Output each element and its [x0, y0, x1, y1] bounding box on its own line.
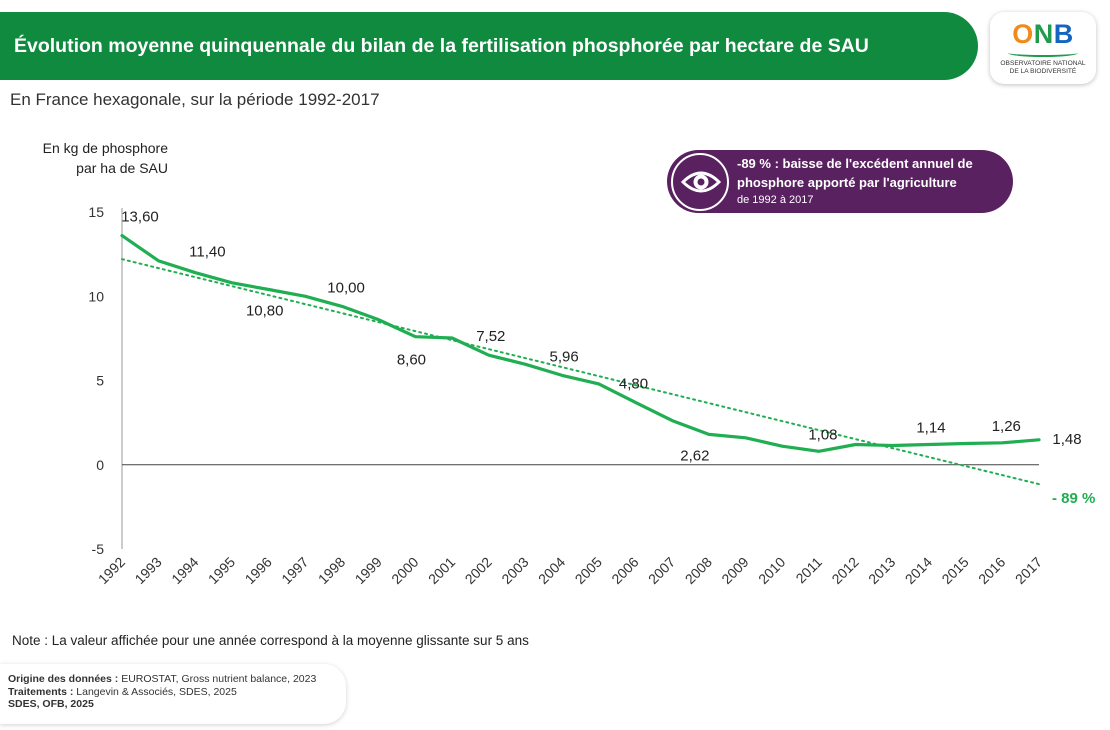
data-point: [524, 363, 527, 366]
data-point: [671, 419, 674, 422]
data-point: [597, 382, 600, 385]
data-label: 1,26: [992, 418, 1021, 435]
data-point: [964, 442, 967, 445]
data-point: [487, 354, 490, 357]
data-label: 11,40: [189, 244, 225, 261]
x-tick-label: 2011: [792, 554, 825, 587]
data-label: 1,48: [1052, 431, 1081, 448]
data-point: [817, 450, 820, 453]
callout-line-2: phosphore apporté par l'agriculture: [737, 175, 957, 190]
trend-line: [121, 258, 1040, 486]
data-label: 5,96: [550, 348, 579, 365]
x-tick-label: 2007: [645, 554, 678, 587]
logo-subtitle: OBSERVATOIRE NATIONAL DE LA BIODIVERSITÉ: [1000, 60, 1086, 75]
x-tick-label: 2001: [425, 554, 458, 587]
x-tick-label: 1996: [241, 554, 274, 587]
x-tick-label: 2006: [608, 554, 641, 587]
origin-label: Origine des données :: [8, 673, 119, 685]
data-point: [781, 445, 784, 448]
logo-swoosh: [1008, 49, 1078, 57]
data-label: 7,52: [476, 328, 505, 345]
data-label: 1,08: [808, 426, 837, 443]
x-tick-label: 2012: [828, 554, 861, 587]
x-tick-label: 1992: [95, 554, 128, 587]
series-line: [120, 234, 1041, 453]
data-point: [414, 335, 417, 338]
x-tick-label: 2003: [498, 554, 531, 587]
data-label: 10,00: [327, 279, 365, 296]
sources-box: Origine des données : EUROSTAT, Gross nu…: [0, 664, 346, 724]
x-tick-label: 2002: [462, 554, 495, 587]
y-tick-label: -5: [92, 541, 105, 557]
title-banner: Évolution moyenne quinquennale du bilan …: [0, 12, 978, 80]
y-axis-label: En kg de phosphore par ha de SAU: [42, 140, 168, 176]
x-tick-label: 1994: [168, 554, 201, 587]
x-tick-label: 2010: [755, 554, 788, 587]
eye-icon-badge: [671, 153, 729, 211]
data-point: [267, 288, 270, 291]
data-point: [194, 271, 197, 274]
y-tick-label: 0: [96, 457, 104, 473]
chart-title: Évolution moyenne quinquennale du bilan …: [14, 34, 869, 57]
y-tick-label: 15: [88, 204, 104, 220]
x-tick-label: 2014: [902, 554, 935, 587]
data-point: [121, 234, 124, 237]
y-tick-label: 5: [96, 373, 104, 389]
x-tick-label: 1998: [315, 554, 348, 587]
onb-logo: ONB OBSERVATOIRE NATIONAL DE LA BIODIVER…: [990, 12, 1096, 84]
processing-value: Langevin & Associés, SDES, 2025: [76, 685, 237, 698]
data-label: 8,60: [397, 352, 426, 369]
data-point: [231, 281, 234, 284]
x-tick-label: 1997: [278, 554, 311, 587]
data-label: 1,14: [916, 420, 945, 437]
data-point: [157, 259, 160, 262]
x-tick-label: 2016: [975, 554, 1008, 587]
data-point: [451, 337, 454, 340]
data-point: [744, 436, 747, 439]
x-tick-label: 2008: [682, 554, 715, 587]
data-point: [1001, 441, 1004, 444]
data-label: 13,60: [121, 209, 159, 226]
x-tick-label: 2015: [938, 554, 971, 587]
y-tick-label: 10: [88, 288, 104, 304]
key-figure-callout: -89 % : baisse de l'excédent annuel de p…: [667, 150, 1013, 213]
x-tick-label: 2013: [865, 554, 898, 587]
x-tick-label: 1993: [131, 554, 164, 587]
chart-subtitle: En France hexagonale, sur la période 199…: [10, 90, 380, 109]
logo-brand: ONB: [1012, 19, 1074, 49]
callout-line-1: -89 % : baisse de l'excédent annuel de: [737, 156, 973, 171]
data-point: [634, 401, 637, 404]
data-point: [1038, 438, 1041, 441]
eye-icon: [681, 171, 721, 193]
credit-text: SDES, OFB, 2025: [8, 698, 94, 710]
trend-annotation: - 89 %: [1052, 490, 1095, 507]
x-tick-label: 2009: [718, 554, 751, 587]
data-point: [377, 318, 380, 321]
x-tick-label: 1999: [352, 554, 385, 587]
x-tick-label: 2000: [388, 554, 421, 587]
data-point: [854, 443, 857, 446]
origin-value: EUROSTAT, Gross nutrient balance, 2023: [121, 673, 317, 685]
data-point: [707, 433, 710, 436]
callout-line-3: de 1992 à 2017: [737, 194, 814, 206]
chart-note: Note : La valeur affichée pour une année…: [12, 633, 529, 648]
x-tick-label: 2017: [1012, 554, 1045, 587]
data-label: 4,80: [619, 375, 648, 392]
data-label: 10,80: [246, 303, 284, 320]
data-point: [561, 374, 564, 377]
processing-label: Traitements :: [8, 685, 74, 698]
data-point: [891, 444, 894, 447]
data-point: [341, 305, 344, 308]
x-tick-label: 2005: [572, 554, 605, 587]
data-point: [927, 443, 930, 446]
data-point: [304, 295, 307, 298]
x-tick-label: 1995: [205, 554, 238, 587]
x-tick-label: 2004: [535, 554, 568, 587]
data-label: 2,62: [680, 447, 709, 464]
